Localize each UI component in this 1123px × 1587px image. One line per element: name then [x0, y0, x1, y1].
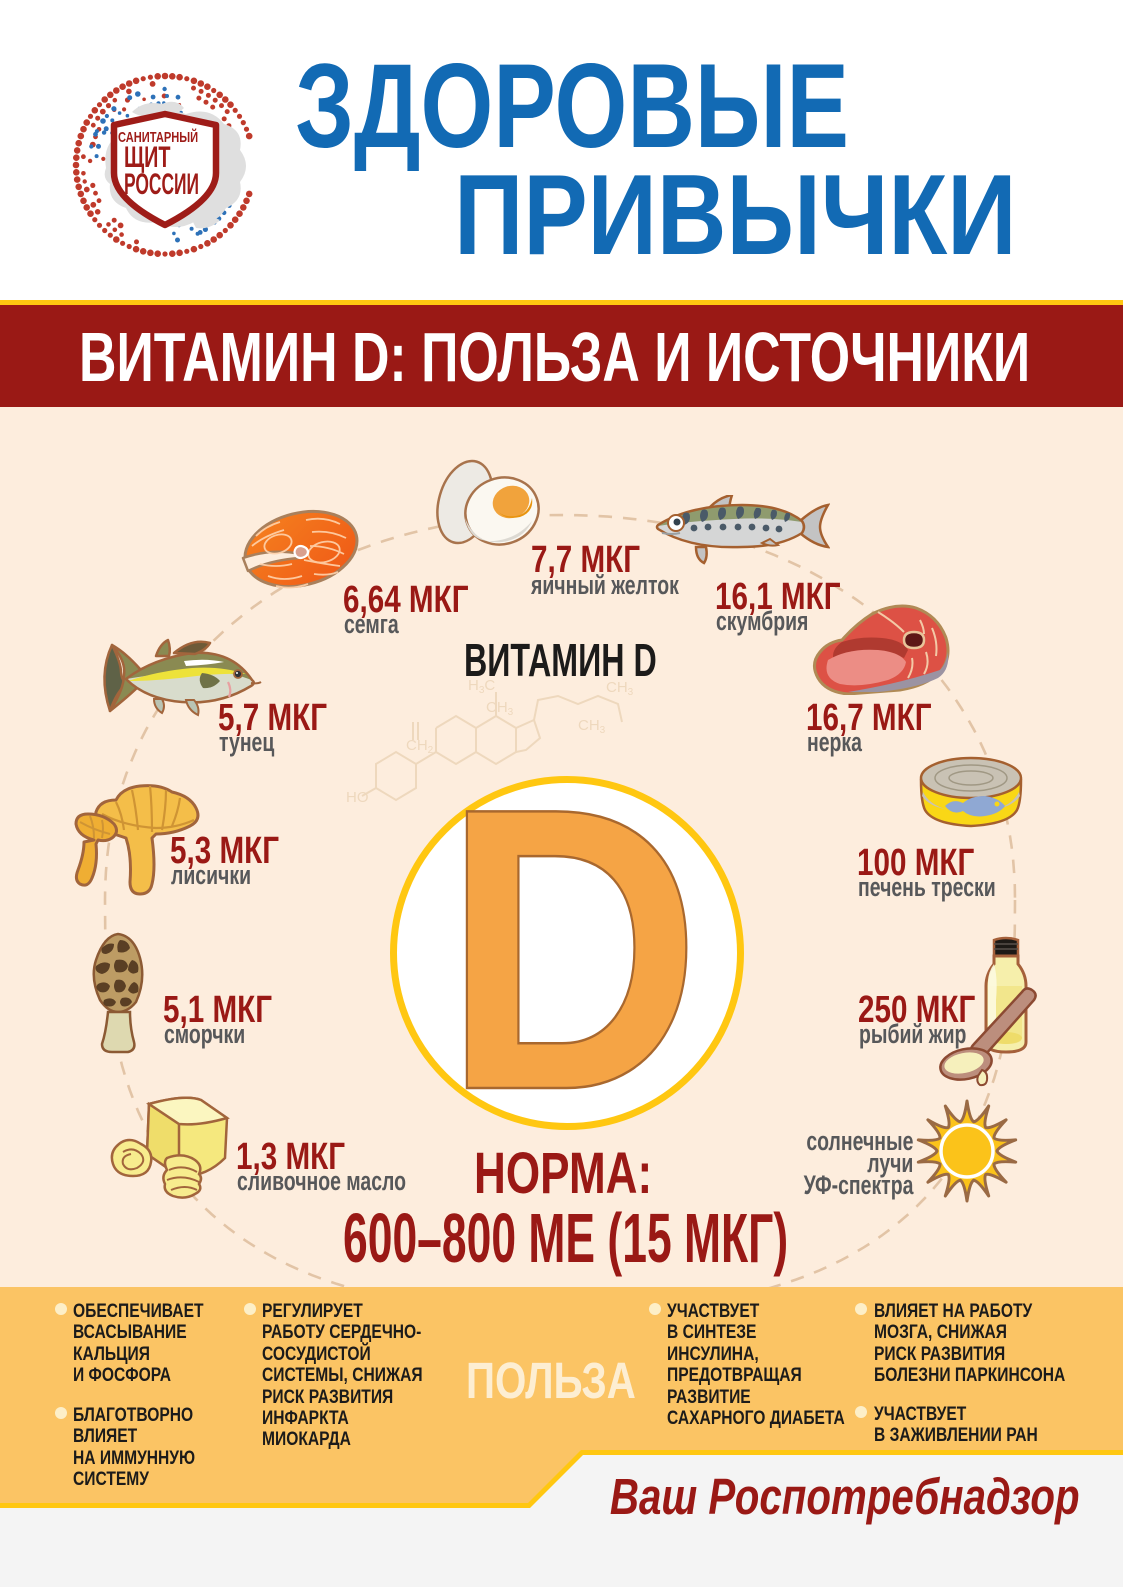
- svg-text:CH2: CH2: [406, 737, 434, 756]
- svg-text:CH3: CH3: [486, 699, 514, 718]
- svg-text:H3C: H3C: [468, 678, 495, 696]
- svg-text:HO: HO: [346, 789, 369, 806]
- svg-text:CH3: CH3: [606, 679, 634, 698]
- svg-text:CH3: CH3: [578, 717, 606, 736]
